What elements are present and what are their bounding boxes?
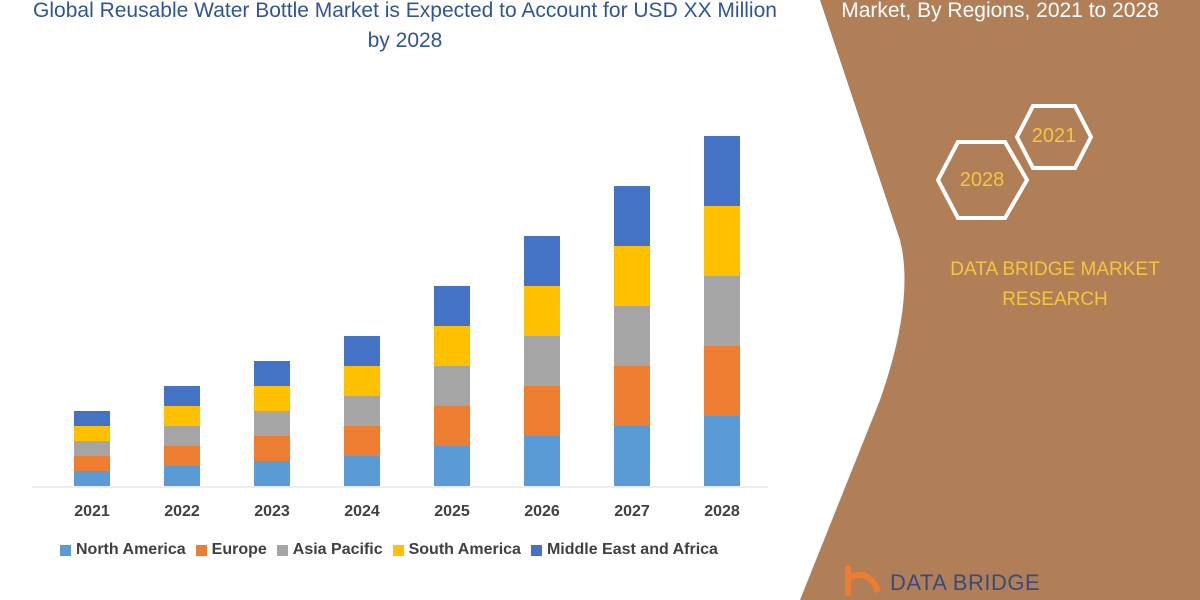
bar-segment-2026-middle-east-and-africa bbox=[524, 236, 560, 286]
bar-segment-2025-asia-pacific bbox=[434, 366, 470, 406]
legend-label: South America bbox=[408, 541, 521, 558]
bar-segment-2025-north-america bbox=[434, 446, 470, 486]
bar-segment-2022-south-america bbox=[164, 406, 200, 426]
x-tick-label: 2026 bbox=[524, 503, 560, 520]
bar-segment-2028-north-america bbox=[704, 416, 740, 486]
bar-segment-2027-north-america bbox=[614, 426, 650, 486]
bar-segment-2024-north-america bbox=[344, 456, 380, 486]
x-tick-label: 2025 bbox=[434, 503, 470, 520]
bar-segment-2021-south-america bbox=[74, 426, 110, 441]
bar-segment-2026-asia-pacific bbox=[524, 336, 560, 386]
bar-segment-2027-europe bbox=[614, 366, 650, 426]
legend-swatch bbox=[276, 544, 288, 556]
legend-item: North America bbox=[60, 541, 186, 559]
bar-segment-2021-middle-east-and-africa bbox=[74, 411, 110, 426]
bar-segment-2025-europe bbox=[434, 406, 470, 446]
bar-segment-2026-north-america bbox=[524, 436, 560, 486]
legend-label: Asia Pacific bbox=[292, 541, 383, 558]
x-tick-label: 2028 bbox=[704, 503, 740, 520]
hexagon-2021 bbox=[1014, 104, 1094, 170]
x-tick-label: 2024 bbox=[344, 503, 380, 520]
bar-segment-2026-south-america bbox=[524, 286, 560, 336]
bar-segment-2024-asia-pacific bbox=[344, 396, 380, 426]
legend-label: Middle East and Africa bbox=[546, 541, 718, 558]
bar-segment-2028-south-america bbox=[704, 206, 740, 276]
legend-label: Europe bbox=[211, 541, 267, 558]
bars-group bbox=[74, 136, 740, 486]
bar-segment-2026-europe bbox=[524, 386, 560, 436]
legend-swatch bbox=[392, 544, 404, 556]
bar-segment-2028-middle-east-and-africa bbox=[704, 136, 740, 206]
chart-title: Global Reusable Water Bottle Market is E… bbox=[33, 0, 777, 52]
bar-segment-2021-asia-pacific bbox=[74, 441, 110, 456]
bar-segment-2024-europe bbox=[344, 426, 380, 456]
brand-text: DATA BRIDGE MARKET RESEARCH bbox=[950, 259, 1160, 310]
x-tick-label: 2023 bbox=[254, 503, 290, 520]
bar-segment-2027-middle-east-and-africa bbox=[614, 186, 650, 246]
bar-segment-2028-europe bbox=[704, 346, 740, 416]
bar-segment-2022-middle-east-and-africa bbox=[164, 386, 200, 406]
bar-segment-2027-asia-pacific bbox=[614, 306, 650, 366]
hexagon-2028 bbox=[935, 140, 1030, 220]
bar-segment-2028-asia-pacific bbox=[704, 276, 740, 346]
legend-swatch bbox=[530, 544, 542, 556]
legend-label: North America bbox=[76, 541, 186, 558]
brown-panel bbox=[800, 0, 1200, 600]
legend-item: Middle East and Africa bbox=[530, 541, 718, 559]
legend-swatch bbox=[60, 544, 71, 556]
hexagon-label-2021: 2021 bbox=[1031, 125, 1077, 147]
bar-segment-2022-europe bbox=[164, 446, 200, 466]
legend-item: Asia Pacific bbox=[276, 541, 383, 559]
panel-title: Market, By Regions, 2021 to 2028 bbox=[841, 0, 1159, 22]
bar-segment-2023-north-america bbox=[254, 461, 290, 486]
bar-segment-2024-south-america bbox=[344, 366, 380, 396]
bar-segment-2023-asia-pacific bbox=[254, 411, 290, 436]
legend-swatch bbox=[195, 544, 207, 556]
hexagon-label-2028: 2028 bbox=[959, 169, 1005, 191]
legend-item: South America bbox=[392, 541, 521, 559]
logo-icon bbox=[845, 566, 881, 596]
logo-text: DATA BRIDGE bbox=[890, 570, 1041, 595]
bar-segment-2023-europe bbox=[254, 436, 290, 461]
bar-segment-2023-south-america bbox=[254, 386, 290, 411]
x-tick-label: 2021 bbox=[74, 503, 110, 520]
x-tick-label: 2022 bbox=[164, 503, 200, 520]
bar-segment-2025-south-america bbox=[434, 326, 470, 366]
legend-item: Europe bbox=[195, 541, 267, 559]
bar-segment-2025-middle-east-and-africa bbox=[434, 286, 470, 326]
legend: North America Europe Asia Pacific South Ame… bbox=[60, 541, 718, 559]
bar-segment-2022-asia-pacific bbox=[164, 426, 200, 446]
x-tick-label: 2027 bbox=[614, 503, 650, 520]
bar-segment-2024-middle-east-and-africa bbox=[344, 336, 380, 366]
bar-segment-2022-north-america bbox=[164, 466, 200, 486]
bar-segment-2023-middle-east-and-africa bbox=[254, 361, 290, 386]
bar-segment-2027-south-america bbox=[614, 246, 650, 306]
bar-segment-2021-north-america bbox=[74, 471, 110, 486]
bar-segment-2021-europe bbox=[74, 456, 110, 471]
